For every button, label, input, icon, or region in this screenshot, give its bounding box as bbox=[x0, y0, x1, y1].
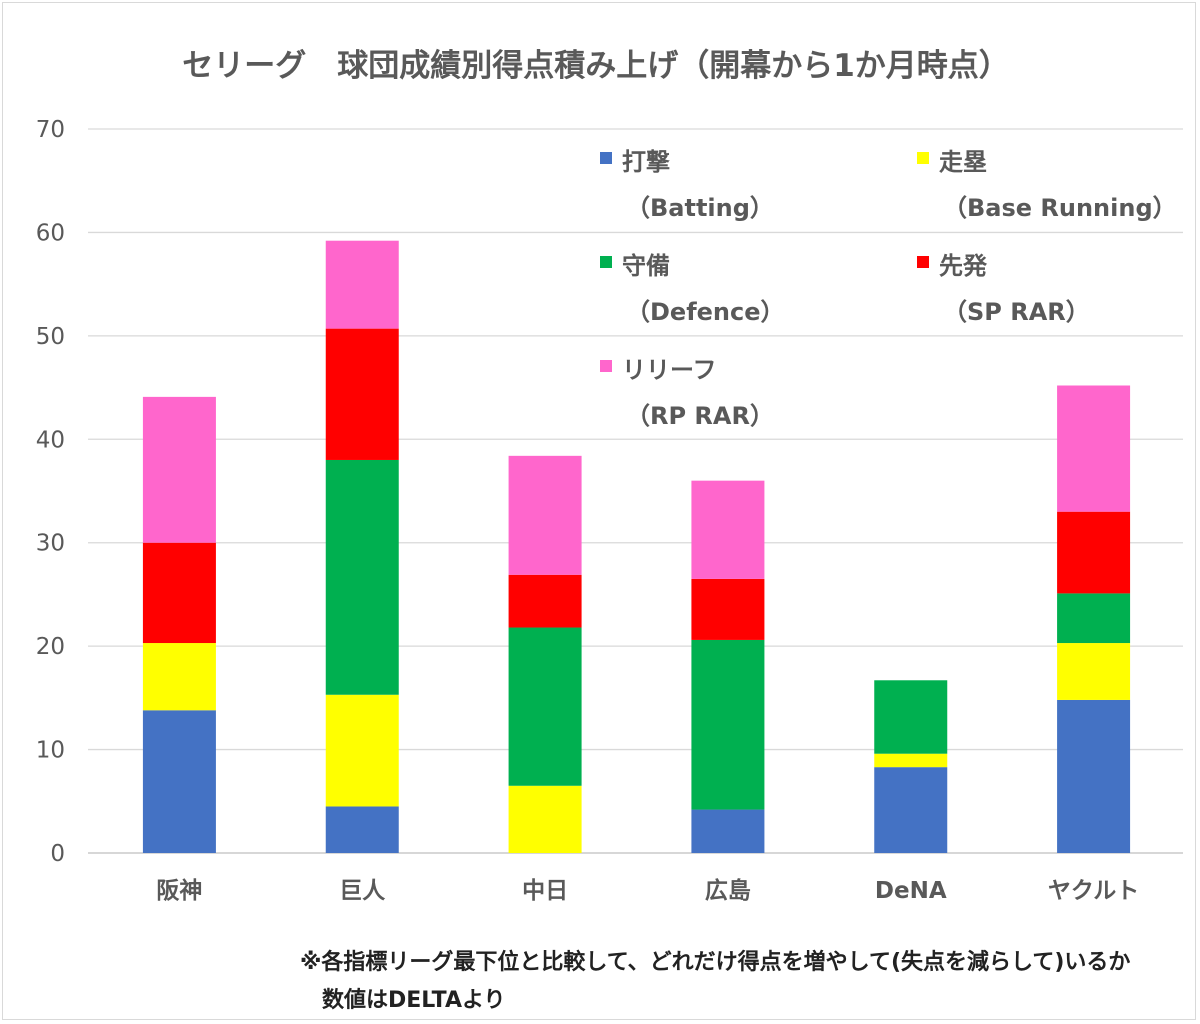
bar-広島-守備 bbox=[691, 639, 765, 810]
bar-ヤクルト-打撃 bbox=[1057, 699, 1131, 853]
y-tick-label: 20 bbox=[36, 634, 65, 660]
bar-阪神-リリーフ bbox=[142, 396, 216, 543]
legend: 打撃 （Batting） 走塁 （Base Running） 守備 （Defence） 先発… bbox=[600, 148, 1177, 430]
legend-label: リリーフ bbox=[622, 356, 717, 384]
x-category-label: 中日 bbox=[522, 878, 568, 904]
bar-DeNA-守備 bbox=[874, 680, 948, 754]
y-tick-label: 60 bbox=[36, 220, 65, 246]
bar-DeNA-走塁 bbox=[874, 753, 948, 768]
bar-巨人-守備 bbox=[325, 459, 399, 695]
legend-label: 打撃 bbox=[622, 148, 670, 176]
y-tick-label: 40 bbox=[36, 427, 65, 453]
x-category-label: DeNA bbox=[875, 878, 947, 904]
x-category-label: 巨人 bbox=[339, 878, 386, 904]
bar-ヤクルト-走塁 bbox=[1057, 643, 1131, 700]
bars bbox=[142, 240, 1131, 853]
chart-title: セリーグ 球団成績別得点積み上げ（開幕から1か月時点） bbox=[182, 48, 1010, 84]
legend-label: 守備 bbox=[622, 252, 670, 280]
bar-DeNA-打撃 bbox=[874, 767, 948, 853]
legend-sublabel: （Base Running） bbox=[943, 194, 1177, 222]
legend-label: 先発 bbox=[939, 252, 988, 280]
y-axis-ticks: 0 10 20 30 40 50 60 70 bbox=[36, 117, 65, 867]
legend-sublabel: （RP RAR） bbox=[626, 402, 774, 430]
bar-ヤクルト-リリーフ bbox=[1057, 385, 1131, 512]
bar-阪神-打撃 bbox=[142, 710, 216, 853]
legend-sublabel: （Defence） bbox=[626, 298, 785, 326]
legend-swatch-リリーフ bbox=[600, 360, 612, 372]
bar-ヤクルト-先発 bbox=[1057, 511, 1131, 594]
y-tick-label: 30 bbox=[36, 531, 65, 557]
bar-巨人-打撃 bbox=[325, 806, 399, 853]
legend-label: 走塁 bbox=[939, 148, 987, 176]
bar-巨人-先発 bbox=[325, 328, 399, 460]
bar-広島-打撃 bbox=[691, 809, 765, 853]
bar-阪神-走塁 bbox=[142, 643, 216, 711]
bar-ヤクルト-守備 bbox=[1057, 593, 1131, 644]
x-axis-labels: 阪神 巨人 中日 広島 DeNA ヤクルト bbox=[156, 877, 1139, 904]
bar-巨人-リリーフ bbox=[325, 240, 399, 329]
legend-sublabel: （SP RAR） bbox=[943, 298, 1090, 326]
legend-swatch-打撃 bbox=[600, 152, 612, 164]
bar-中日-リリーフ bbox=[508, 455, 582, 575]
y-tick-label: 0 bbox=[50, 841, 65, 867]
y-tick-label: 50 bbox=[36, 324, 65, 350]
bar-中日-先発 bbox=[508, 574, 582, 628]
footnote-comparison: ※各指標リーグ最下位と比較して、どれだけ得点を増やして(失点を減らして)いるか bbox=[300, 950, 1131, 975]
gridlines bbox=[88, 128, 1183, 854]
x-category-label: 広島 bbox=[705, 877, 751, 904]
x-category-label: 阪神 bbox=[156, 877, 202, 904]
legend-swatch-走塁 bbox=[917, 152, 929, 164]
bar-広島-先発 bbox=[691, 578, 765, 640]
y-tick-label: 10 bbox=[36, 738, 65, 764]
footnote-source: 数値はDELTAより bbox=[322, 988, 506, 1013]
legend-swatch-先発 bbox=[917, 256, 929, 268]
bar-巨人-走塁 bbox=[325, 694, 399, 807]
bar-中日-走塁 bbox=[508, 785, 582, 853]
bar-阪神-先発 bbox=[142, 542, 216, 644]
bar-中日-守備 bbox=[508, 627, 582, 786]
legend-sublabel: （Batting） bbox=[626, 194, 774, 222]
x-category-label: ヤクルト bbox=[1048, 878, 1139, 904]
bar-広島-リリーフ bbox=[691, 480, 765, 579]
y-tick-label: 70 bbox=[36, 117, 65, 143]
legend-swatch-守備 bbox=[600, 256, 612, 268]
